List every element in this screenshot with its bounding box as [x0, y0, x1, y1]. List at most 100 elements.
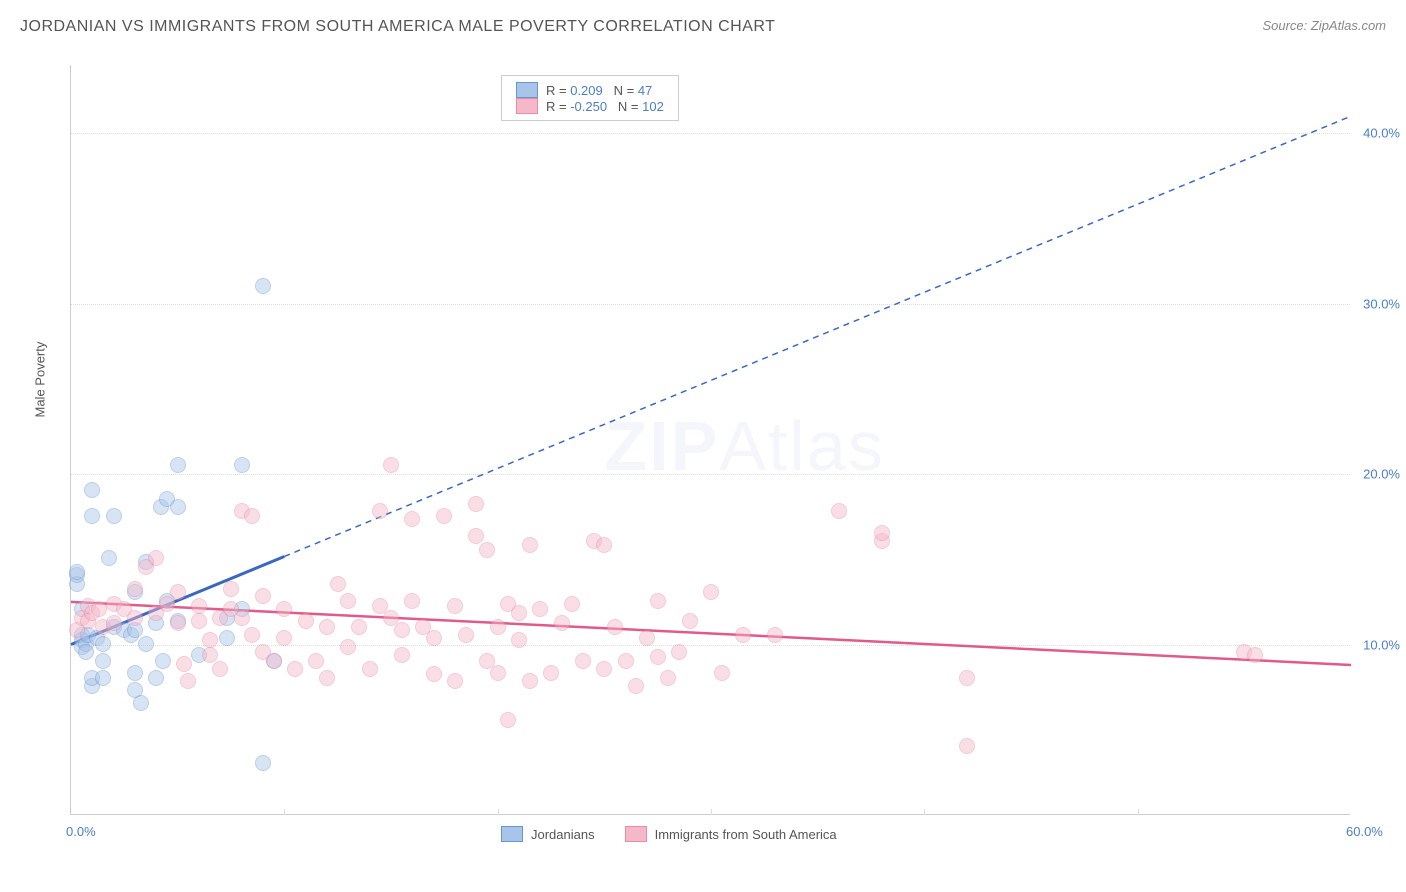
y-axis-label: Male Poverty	[33, 342, 48, 418]
data-point	[959, 738, 975, 754]
data-point	[91, 601, 107, 617]
data-point	[95, 653, 111, 669]
data-point	[133, 695, 149, 711]
data-point	[671, 644, 687, 660]
data-point	[319, 670, 335, 686]
data-point	[148, 670, 164, 686]
data-point	[447, 598, 463, 614]
data-point	[490, 665, 506, 681]
legend-item: Immigrants from South America	[625, 826, 837, 842]
data-point	[468, 496, 484, 512]
data-point	[84, 508, 100, 524]
legend-item: Jordanians	[501, 826, 595, 842]
data-point	[212, 661, 228, 677]
data-point	[532, 601, 548, 617]
data-point	[170, 584, 186, 600]
data-point	[554, 615, 570, 631]
series-legend: Jordanians Immigrants from South America	[501, 826, 837, 842]
y-tick-label: 20.0%	[1363, 467, 1400, 482]
data-point	[831, 503, 847, 519]
y-tick-label: 30.0%	[1363, 296, 1400, 311]
chart-title: JORDANIAN VS IMMIGRANTS FROM SOUTH AMERI…	[20, 18, 775, 36]
data-point	[155, 653, 171, 669]
legend-row: R = -0.250 N = 102	[516, 98, 664, 114]
data-point	[170, 499, 186, 515]
data-point	[330, 576, 346, 592]
data-point	[308, 653, 324, 669]
data-point	[650, 593, 666, 609]
data-point	[511, 605, 527, 621]
legend-stats: R = 0.209 N = 47	[546, 83, 652, 98]
data-point	[575, 653, 591, 669]
legend-stats: R = -0.250 N = 102	[546, 99, 664, 114]
data-point	[202, 647, 218, 663]
data-point	[1247, 647, 1263, 663]
data-point	[84, 482, 100, 498]
data-point	[447, 673, 463, 689]
data-point	[767, 627, 783, 643]
data-point	[607, 619, 623, 635]
data-point	[191, 598, 207, 614]
data-point	[628, 678, 644, 694]
data-point	[170, 457, 186, 473]
legend-swatch	[516, 82, 538, 98]
legend-label: Jordanians	[531, 827, 595, 842]
data-point	[176, 656, 192, 672]
legend-swatch	[625, 826, 647, 842]
y-tick-label: 10.0%	[1363, 637, 1400, 652]
data-point	[394, 647, 410, 663]
data-point	[660, 670, 676, 686]
data-point	[95, 670, 111, 686]
legend-swatch	[516, 98, 538, 114]
legend-swatch	[501, 826, 523, 842]
data-point	[564, 596, 580, 612]
data-point	[255, 588, 271, 604]
data-point	[106, 508, 122, 524]
data-point	[148, 550, 164, 566]
y-tick-label: 40.0%	[1363, 126, 1400, 141]
data-point	[340, 593, 356, 609]
data-point	[69, 564, 85, 580]
data-point	[714, 665, 730, 681]
data-point	[682, 613, 698, 629]
data-point	[223, 581, 239, 597]
data-point	[426, 666, 442, 682]
legend-row: R = 0.209 N = 47	[516, 82, 664, 98]
chart-container: Male Poverty 10.0%20.0%30.0%40.0%0.0%60.…	[50, 60, 1370, 840]
data-point	[362, 661, 378, 677]
data-point	[703, 584, 719, 600]
data-point	[106, 615, 122, 631]
data-point	[255, 278, 271, 294]
data-point	[596, 537, 612, 553]
data-point	[255, 755, 271, 771]
data-point	[639, 630, 655, 646]
data-point	[522, 537, 538, 553]
data-point	[244, 508, 260, 524]
data-point	[319, 619, 335, 635]
data-point	[650, 649, 666, 665]
data-point	[234, 457, 250, 473]
data-point	[78, 644, 94, 660]
x-tick-label: 0.0%	[66, 824, 96, 839]
data-point	[618, 653, 634, 669]
data-point	[127, 665, 143, 681]
data-point	[372, 503, 388, 519]
data-point	[500, 712, 516, 728]
data-point	[468, 528, 484, 544]
data-point	[95, 636, 111, 652]
data-point	[287, 661, 303, 677]
data-point	[404, 511, 420, 527]
data-point	[426, 630, 442, 646]
data-point	[394, 622, 410, 638]
data-point	[180, 673, 196, 689]
data-point	[234, 610, 250, 626]
legend-label: Immigrants from South America	[655, 827, 837, 842]
data-point	[101, 550, 117, 566]
data-point	[479, 542, 495, 558]
data-point	[276, 630, 292, 646]
data-point	[170, 615, 186, 631]
data-point	[959, 670, 975, 686]
data-point	[351, 619, 367, 635]
data-point	[404, 593, 420, 609]
data-point	[543, 665, 559, 681]
